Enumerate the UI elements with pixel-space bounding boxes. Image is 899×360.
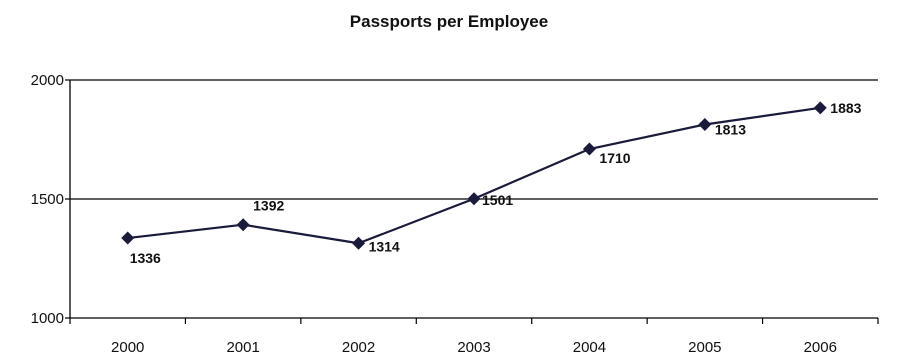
chart-title: Passports per Employee — [350, 12, 548, 31]
x-tick-label-2006: 2006 — [804, 339, 837, 356]
x-tick-label-2000: 2000 — [111, 339, 144, 356]
data-point-2001 — [236, 218, 250, 232]
x-tick-label-2003: 2003 — [457, 339, 490, 356]
tick-labels: 1000 1500 2000 2000 2001 2002 2003 2004 2005 2006 — [31, 72, 837, 356]
data-point-2006 — [813, 101, 827, 115]
data-point-2000 — [121, 231, 135, 245]
axes — [65, 79, 879, 324]
x-tick-label-2001: 2001 — [226, 339, 259, 356]
y-tick-label-1000: 1000 — [31, 310, 64, 327]
y-tick-label-1500: 1500 — [31, 191, 64, 208]
data-label-2002: 1314 — [369, 238, 400, 254]
x-tick-label-2004: 2004 — [573, 339, 606, 356]
data-label-2004: 1710 — [599, 150, 630, 166]
data-label-2006: 1883 — [830, 100, 861, 116]
x-tick-label-2005: 2005 — [688, 339, 721, 356]
gridlines — [70, 79, 878, 200]
x-tick-label-2002: 2002 — [342, 339, 375, 356]
data-label-2005: 1813 — [715, 122, 746, 138]
y-tick-label-2000: 2000 — [31, 72, 64, 89]
data-label-2001: 1392 — [253, 198, 284, 214]
data-point-2003 — [467, 192, 481, 206]
series-markers — [121, 101, 827, 250]
data-point-2002 — [352, 236, 366, 250]
data-labels: 1336 1392 1314 1501 1710 1813 1883 — [130, 100, 862, 266]
data-point-2004 — [582, 142, 596, 156]
data-point-2005 — [698, 118, 712, 132]
data-label-2000: 1336 — [130, 250, 161, 266]
data-label-2003: 1501 — [482, 192, 513, 208]
